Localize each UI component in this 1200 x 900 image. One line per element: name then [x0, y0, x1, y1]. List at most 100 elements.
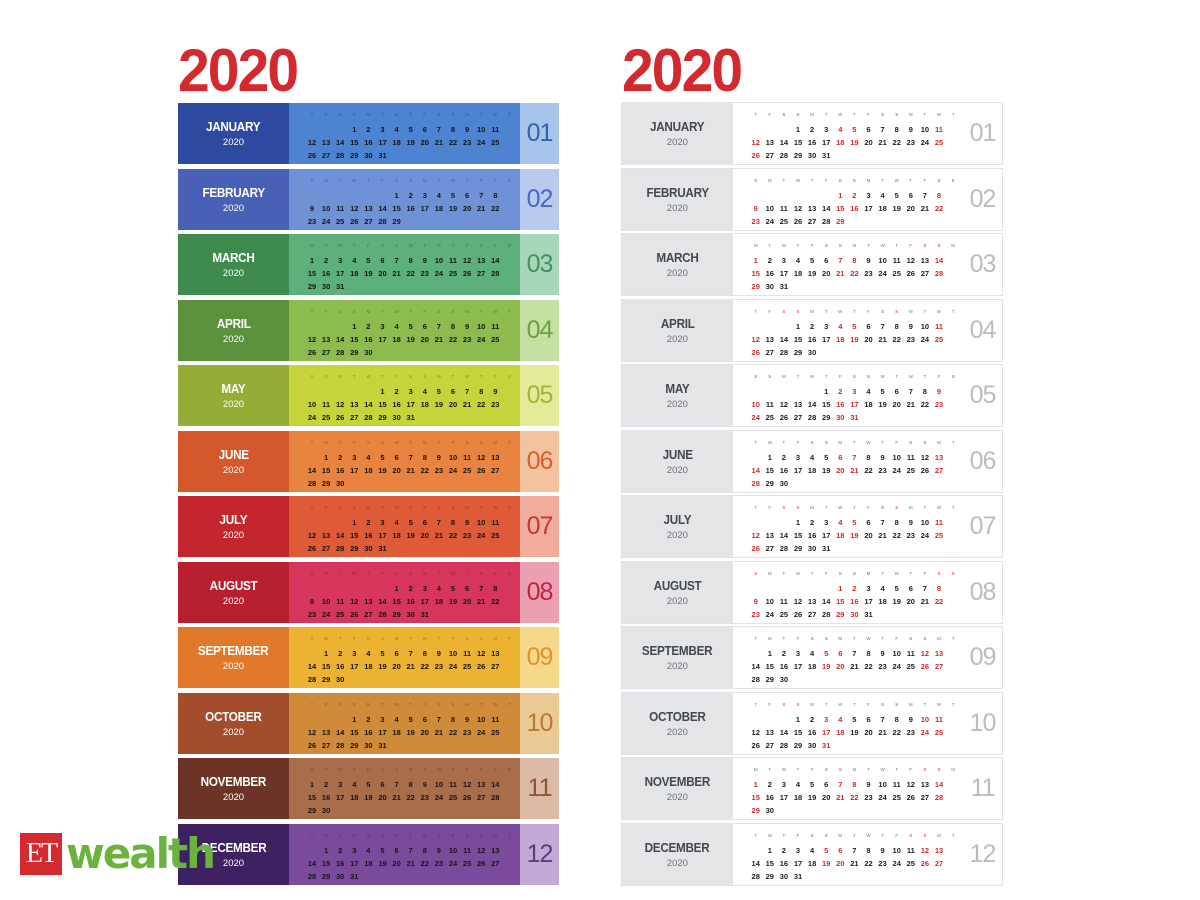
month-name: JANUARY	[650, 119, 705, 134]
day-number: 14	[779, 727, 789, 737]
weekday-label: M	[951, 243, 955, 248]
day-number: 15	[836, 203, 845, 213]
weekday-label: T	[367, 177, 370, 183]
day-number: 11	[491, 518, 500, 527]
day-number: 24	[892, 858, 901, 868]
day-number: 31	[864, 609, 873, 619]
weekday-label: S	[852, 177, 856, 183]
weekday-label: T	[451, 767, 455, 772]
day-number: 24	[920, 727, 930, 737]
weekday-label: S	[352, 505, 356, 510]
weekday-label: S	[951, 570, 955, 576]
day-number: 13	[793, 400, 803, 409]
month-row-june: JUNE 2020 T W T F S S M T W T F S S M T 1 2 3 4 5 6 7 8 9 10 11 12 13…	[178, 430, 559, 492]
day-number: 1	[795, 321, 801, 331]
day-number: 8	[479, 387, 484, 396]
day-number: 11	[765, 400, 774, 409]
month-label: JANUARY 2020	[622, 103, 733, 164]
day-number: 12	[920, 845, 930, 855]
weekday-label: S	[409, 177, 413, 183]
day-number: 15	[321, 662, 331, 671]
weekday-label: F	[768, 701, 772, 707]
day-number: 25	[779, 609, 789, 619]
day-number: 28	[378, 609, 387, 619]
day-number: 3	[781, 780, 786, 789]
day-number: 14	[491, 780, 500, 789]
day-number: 21	[434, 334, 444, 344]
month-number: 09	[969, 643, 997, 671]
weekday-label: F	[367, 243, 370, 248]
day-number: 31	[378, 544, 387, 553]
weekday-label: T	[508, 701, 511, 707]
month-name: NOVEMBER	[200, 774, 267, 789]
day-number: 12	[793, 203, 803, 213]
weekday-label: T	[754, 505, 758, 510]
day-number: 14	[364, 400, 373, 409]
day-number: 26	[350, 609, 359, 619]
day-number: 15	[793, 138, 803, 147]
day-number: 17	[793, 662, 803, 671]
weekday-label: M	[408, 243, 413, 248]
day-number: 10	[448, 452, 458, 462]
weekday-label: T	[465, 177, 469, 183]
day-number: 18	[392, 727, 401, 737]
day-number: 21	[850, 662, 859, 671]
day-number: 23	[420, 269, 429, 278]
weekday-label: W	[450, 177, 456, 183]
day-number: 1	[324, 845, 329, 855]
day-number: 23	[462, 334, 472, 344]
weekday-label: T	[409, 701, 413, 707]
day-number: 27	[920, 269, 930, 278]
day-number: 14	[336, 138, 345, 147]
month-name: NOVEMBER	[644, 774, 711, 789]
day-number: 15	[793, 531, 803, 540]
day-number: 18	[364, 662, 373, 671]
weekday-label: T	[881, 439, 884, 445]
day-number: 28	[307, 871, 317, 881]
day-number: 16	[765, 269, 774, 278]
day-number: 26	[307, 151, 317, 160]
weekday-label: M	[324, 177, 328, 183]
weekday-label: S	[895, 112, 899, 117]
day-number: 1	[795, 518, 801, 527]
day-number: 15	[350, 727, 359, 737]
day-number: 27	[765, 740, 774, 750]
weekday-label: S	[782, 308, 786, 314]
day-number: 9	[465, 321, 470, 331]
day-number: 7	[465, 387, 470, 396]
day-number: 27	[920, 793, 930, 802]
weekday-label: S	[838, 570, 842, 576]
weekday-label: W	[838, 308, 843, 314]
day-number: 19	[822, 662, 831, 671]
weekday-label: T	[754, 636, 758, 641]
day-number: 2	[810, 714, 815, 724]
month-name: MARCH	[656, 250, 699, 265]
weekday-label: T	[782, 832, 786, 838]
day-number: 1	[795, 125, 801, 134]
day-number: 28	[779, 740, 789, 750]
day-number: 18	[392, 531, 401, 540]
month-number: 12	[969, 839, 997, 868]
day-number: 27	[491, 858, 500, 868]
day-number: 17	[378, 727, 387, 737]
weekday-label: M	[394, 832, 399, 838]
weekday-label: S	[507, 374, 511, 379]
weekday-label: M	[908, 308, 913, 314]
month-label: OCTOBER 2020	[178, 692, 289, 754]
weekday-label: W	[436, 243, 442, 248]
month-label: NOVEMBER 2020	[622, 758, 733, 819]
weekday-label: S	[493, 243, 497, 248]
day-number: 26	[751, 740, 760, 750]
day-number: 26	[793, 609, 803, 619]
day-number: 3	[408, 387, 413, 396]
day-number: 13	[765, 138, 774, 147]
day-grid: T F S S M T W T F S S M T W T 1 2 3 4 5 6 7 8 9 10 11 12 13 14 15 16 17…	[289, 692, 520, 754]
day-number: 25	[462, 465, 472, 475]
day-grid: M T W T F S S M T W T F S S M 1 2 3 4 5 6 7 8 9 10 11 12 13 14 15 16 17…	[733, 758, 963, 819]
day-number: 13	[934, 452, 944, 462]
day-number: 7	[908, 387, 913, 396]
day-number: 1	[324, 452, 329, 462]
day-number: 27	[364, 609, 373, 619]
day-number: 25	[491, 138, 500, 147]
month-number: 11	[970, 774, 996, 802]
